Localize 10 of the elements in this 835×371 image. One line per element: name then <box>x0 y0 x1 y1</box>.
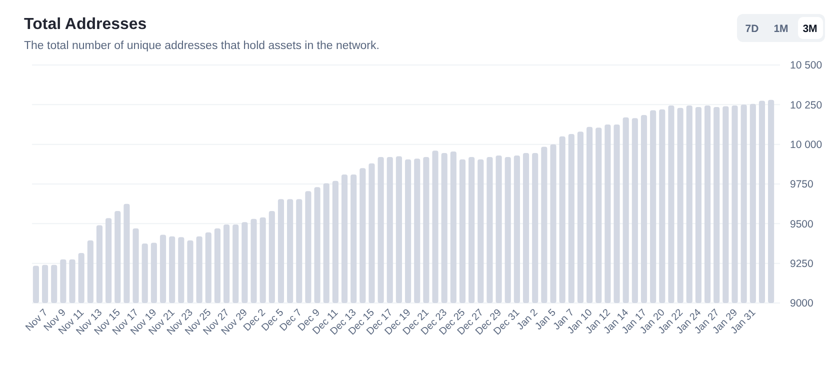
y-tick-label: 10 250 <box>790 99 822 112</box>
y-tick-label: 9000 <box>790 298 814 310</box>
y-tick-label: 9750 <box>790 178 814 191</box>
y-tick-label: 10 000 <box>790 139 822 152</box>
range-selector: 7D 1M 3M <box>737 14 825 42</box>
chart-title: Total Addresses <box>24 16 147 33</box>
y-tick-label: 9250 <box>790 258 814 270</box>
y-tick-label: 9500 <box>790 218 814 230</box>
y-tick-label: 10 500 <box>790 60 822 72</box>
chart-subtitle: The total number of unique addresses that hold assets in the network. <box>24 40 380 52</box>
